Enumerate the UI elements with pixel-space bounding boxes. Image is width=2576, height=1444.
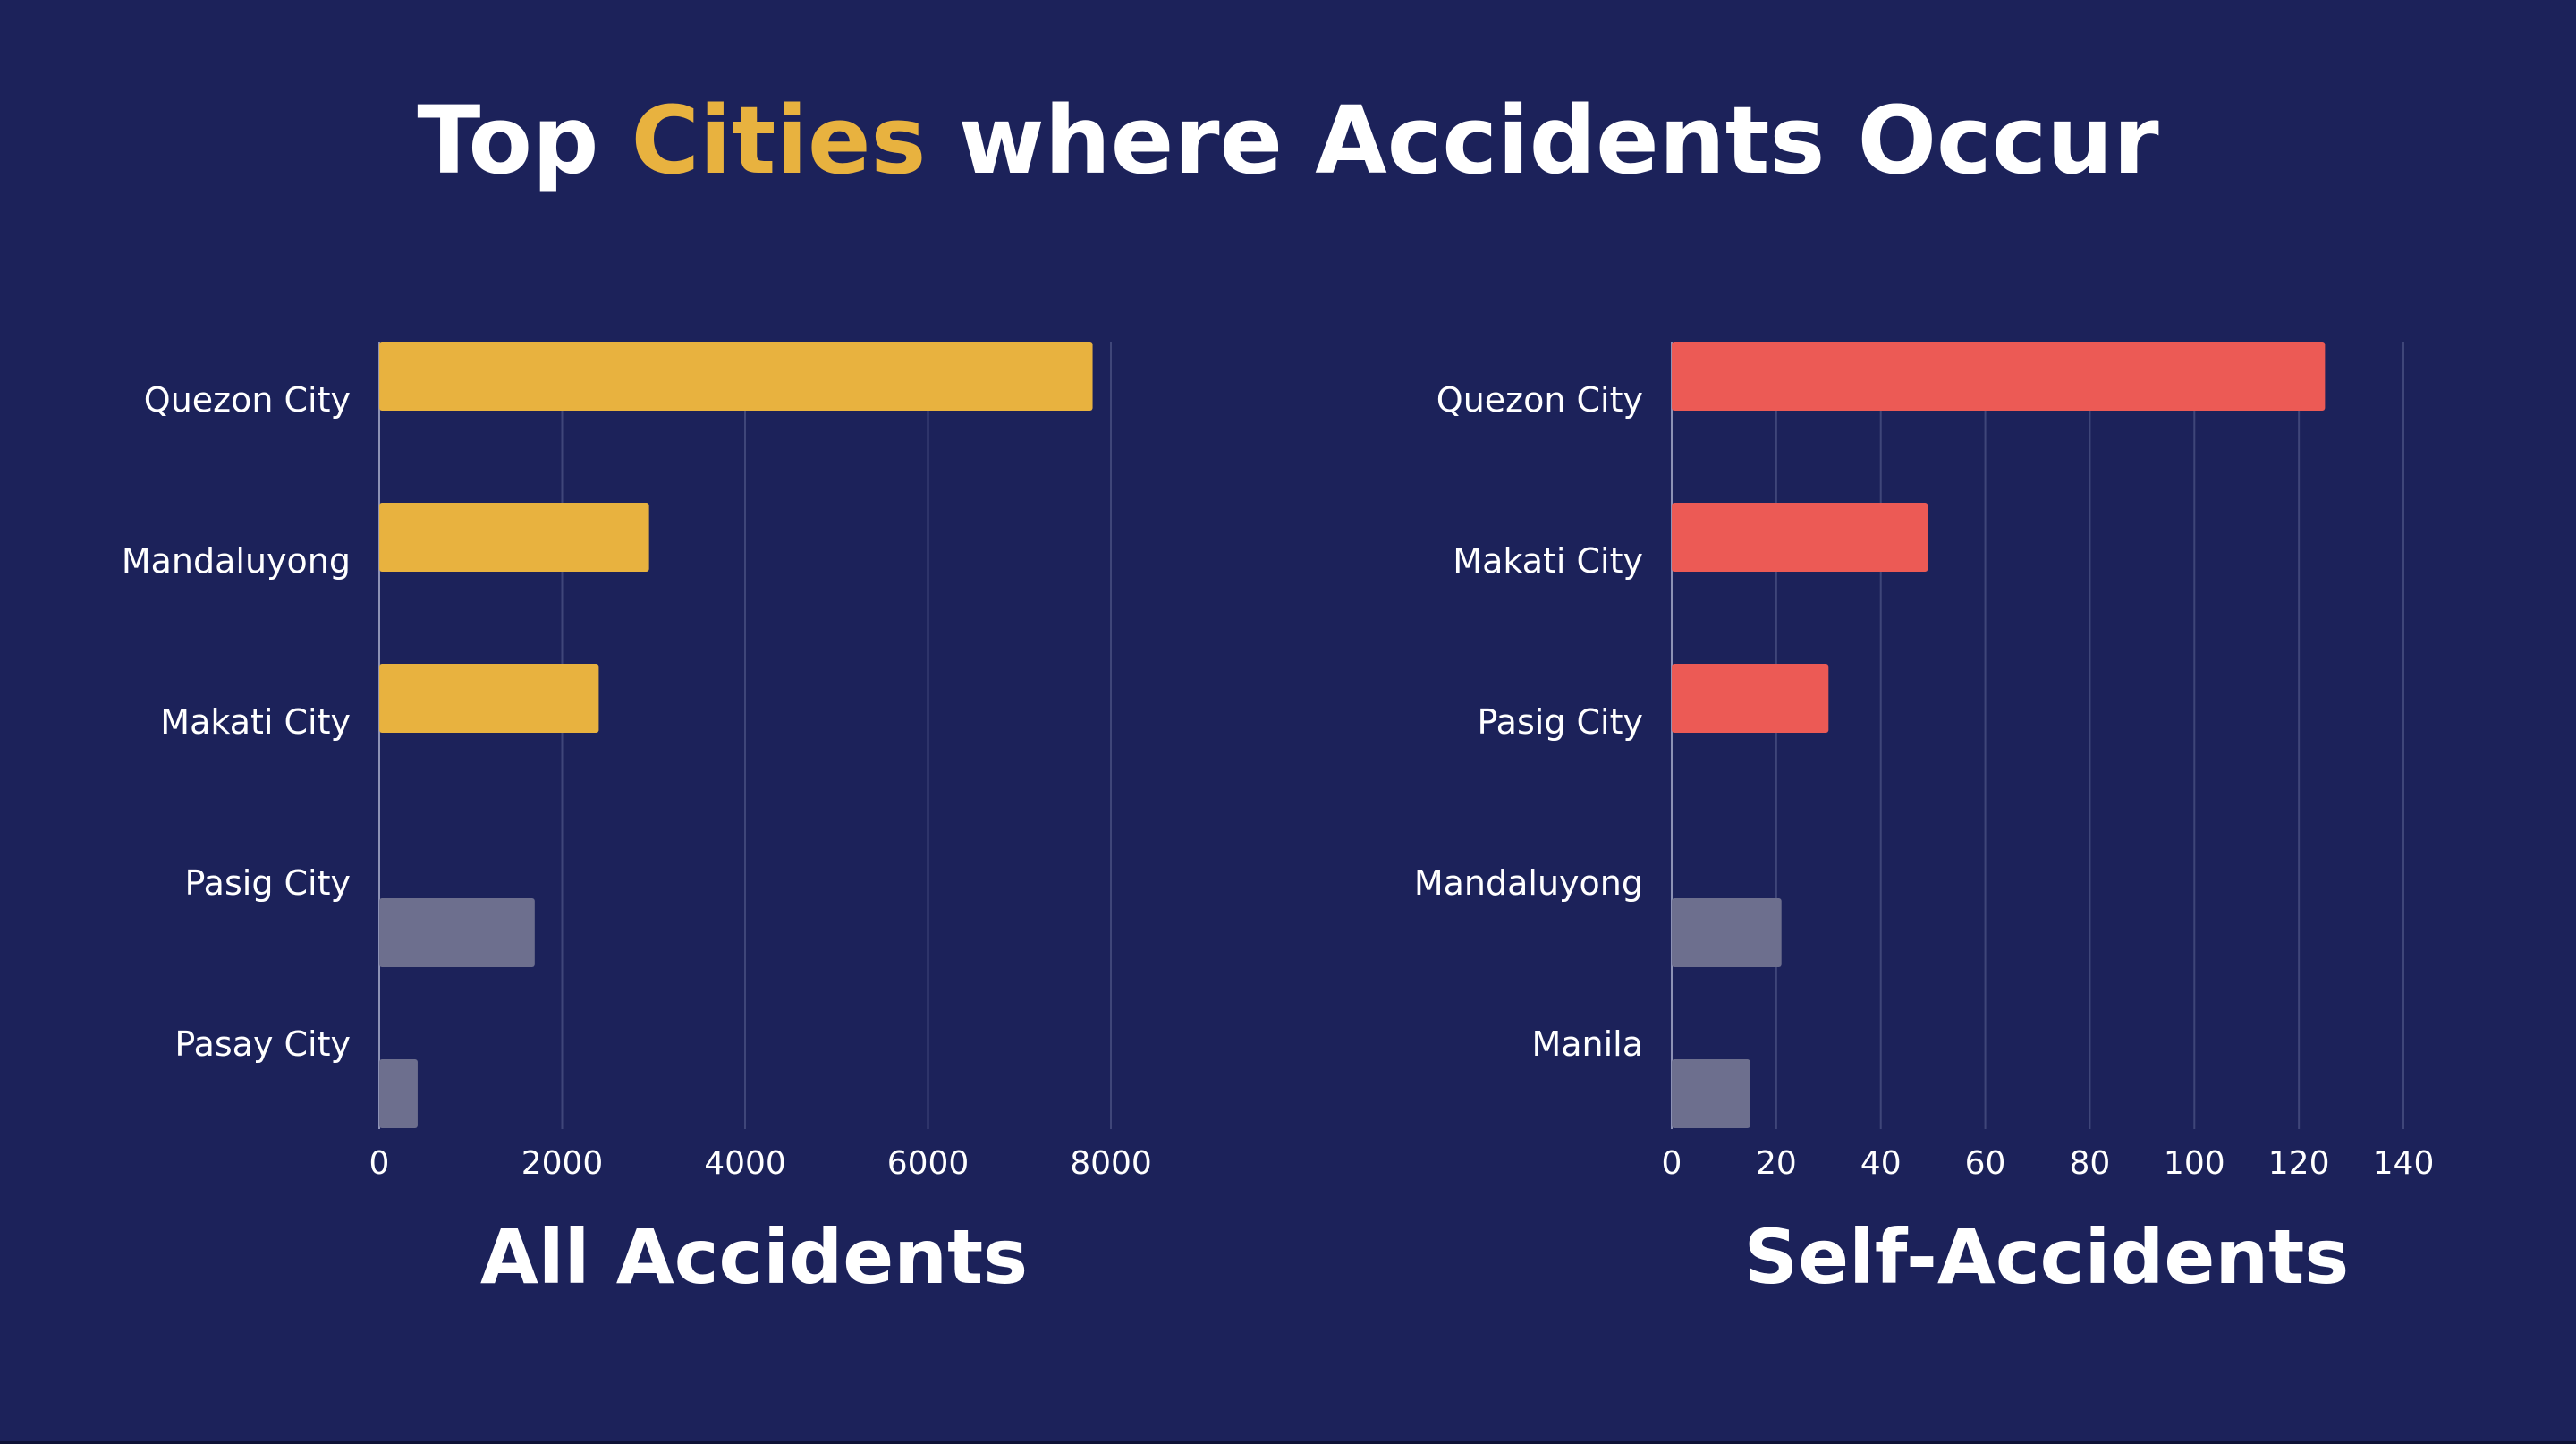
- all-accidents-x-tick-label: 0: [369, 1145, 390, 1182]
- self-accidents-x-tick-label: 0: [1662, 1145, 1682, 1182]
- all-accidents-x-tick-label: 6000: [887, 1145, 970, 1182]
- self-accidents-bar-mandaluyong: [1672, 898, 1782, 967]
- all-accidents-category-label: Mandaluyong: [122, 541, 351, 581]
- all-accidents-x-tick-label: 2000: [521, 1145, 604, 1182]
- self-accidents-bar-quezon-city: [1672, 342, 2326, 411]
- all-accidents-category-label: Quezon City: [144, 380, 351, 420]
- self-accidents-category-label: Quezon City: [1436, 380, 1643, 420]
- all-accidents-category-label: Pasay City: [174, 1024, 351, 1064]
- self-accidents-category-label: Makati City: [1453, 541, 1643, 581]
- all-accidents-bar-makati-city: [379, 664, 599, 733]
- all-accidents-bar-pasig-city: [379, 898, 535, 967]
- self-accidents-bar-manila: [1672, 1059, 1750, 1128]
- all-accidents-x-tick-label: 4000: [704, 1145, 786, 1182]
- self-accidents-category-label: Mandaluyong: [1414, 863, 1643, 903]
- all-accidents-bar-mandaluyong: [379, 503, 649, 572]
- bottom-divider: [0, 1441, 2576, 1444]
- self-accidents-x-tick-label: 20: [1756, 1145, 1797, 1182]
- chart-title-all-accidents: All Accidents: [479, 1213, 1029, 1301]
- self-accidents-bar-pasig-city: [1672, 664, 1829, 733]
- all-accidents-bar-quezon-city: [379, 342, 1093, 411]
- all-accidents-x-tick-label: 8000: [1070, 1145, 1152, 1182]
- self-accidents-bar-makati-city: [1672, 503, 1928, 572]
- all-accidents-category-label: Pasig City: [184, 863, 351, 903]
- self-accidents-category-label: Pasig City: [1477, 702, 1643, 742]
- title-part-2: where Accidents Occur: [926, 86, 2159, 195]
- self-accidents-x-tick-label: 40: [1860, 1145, 1902, 1182]
- self-accidents-x-tick-label: 100: [2164, 1145, 2225, 1182]
- self-accidents-category-label: Manila: [1531, 1024, 1643, 1064]
- self-accidents-x-tick-label: 120: [2268, 1145, 2330, 1182]
- page-title: Top Cities where Accidents Occur: [0, 82, 2576, 199]
- chart-title-self-accidents: Self-Accidents: [1743, 1213, 2350, 1301]
- title-highlight: Cities: [631, 86, 927, 195]
- all-accidents-category-label: Makati City: [160, 702, 351, 742]
- title-part-1: Top: [417, 86, 631, 195]
- self-accidents-x-tick-label: 140: [2373, 1145, 2435, 1182]
- all-accidents-bar-pasay-city: [379, 1059, 418, 1128]
- self-accidents-x-tick-label: 60: [1965, 1145, 2006, 1182]
- self-accidents-x-tick-label: 80: [2070, 1145, 2111, 1182]
